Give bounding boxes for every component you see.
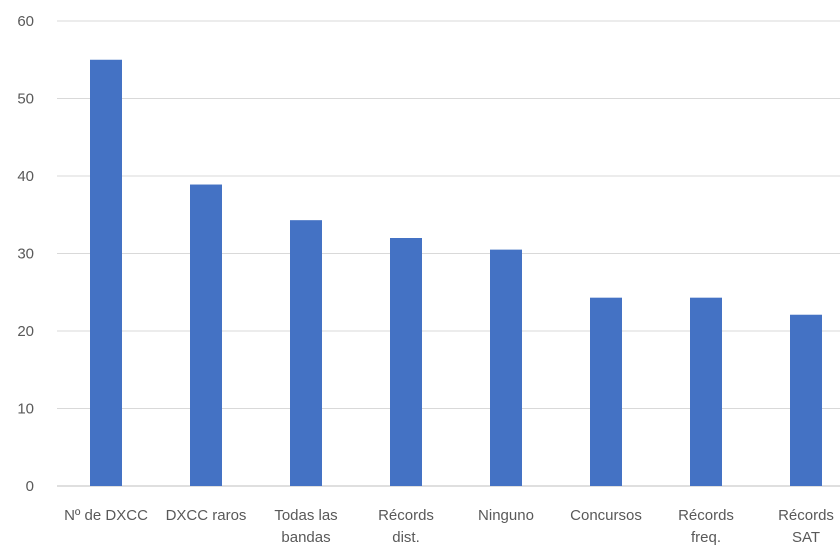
x-tick-label: bandas — [281, 529, 330, 546]
y-tick-label: 0 — [26, 478, 34, 495]
x-tick-label: freq. — [691, 529, 721, 546]
x-tick-label: SAT — [792, 529, 820, 546]
x-tick-label: DXCC raros — [166, 507, 247, 524]
gridlines — [57, 20, 840, 487]
x-tick-label: Récords — [378, 507, 434, 524]
x-tick-label: dist. — [392, 529, 420, 546]
y-axis: 0 10 20 30 40 50 60 — [17, 13, 34, 495]
x-tick-label: Ninguno — [478, 507, 534, 524]
bar — [690, 297, 722, 486]
x-tick-label: Todas las — [274, 507, 337, 524]
bar — [90, 59, 122, 486]
x-tick-label: Nº de DXCC — [64, 507, 148, 524]
y-tick-label: 40 — [17, 168, 34, 185]
y-tick-label: 20 — [17, 323, 34, 340]
bar — [290, 220, 322, 487]
y-tick-label: 10 — [17, 401, 34, 418]
bars — [90, 59, 822, 487]
y-tick-label: 50 — [17, 91, 34, 108]
x-tick-label: Récords — [678, 507, 734, 524]
x-tick-label: Concursos — [570, 507, 642, 524]
x-axis: Nº de DXCC DXCC raros Todas las bandas Récor… — [64, 507, 834, 546]
y-tick-label: 60 — [17, 13, 34, 30]
bar — [390, 238, 422, 486]
y-tick-label: 30 — [17, 246, 34, 263]
bar — [590, 297, 622, 486]
bar — [190, 184, 222, 486]
x-tick-label: Récords — [778, 507, 834, 524]
bar — [490, 249, 522, 486]
bar — [790, 314, 822, 486]
